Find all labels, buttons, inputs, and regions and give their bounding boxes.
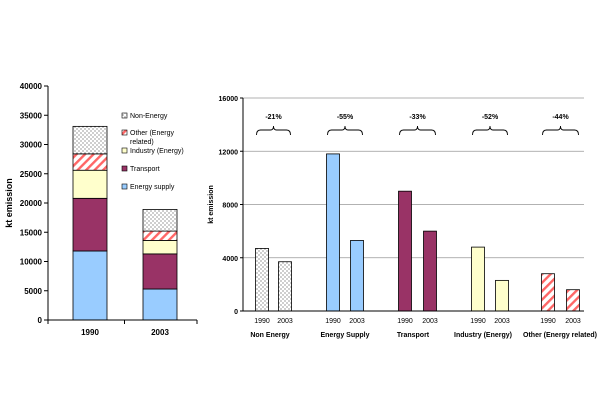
right-year-label: 2003 [422, 318, 438, 325]
left-y-tick-label: 20000 [20, 199, 43, 208]
change-brace-transport [399, 125, 436, 136]
right-year-label: 1990 [470, 318, 486, 325]
right-year-label: 2003 [565, 318, 581, 325]
right-category-label-other: Other (Energy related) [523, 332, 597, 339]
grouped-bar-industry-2003 [495, 279, 509, 312]
right-category-label-transport: Transport [397, 332, 430, 339]
legend-swatch-industry [121, 147, 128, 154]
left-y-tick-label: 15000 [20, 228, 43, 237]
right-y-ticks: 0 4000 8000 12000 16000 [219, 96, 243, 316]
grouped-bar-transport-2003 [423, 230, 437, 312]
left-y-tick-label: 0 [38, 316, 43, 325]
left-y-tick-label: 35000 [20, 111, 43, 120]
change-brace-other [542, 125, 579, 136]
right-y-axis-title: kt emission [208, 185, 215, 224]
right-year-label: 2003 [494, 318, 510, 325]
grouped-bar-energy-2003 [350, 240, 364, 312]
stacked-bar-segment-nonenergy-2003 [142, 209, 178, 232]
right-x-labels: 1990 2003 Non Energy 1990 2003 Energy Supply 1… [250, 318, 597, 339]
stacked-bar-segment-transport-2003 [142, 253, 178, 290]
right-gridlines [243, 97, 584, 259]
legend-swatch-transport [121, 165, 128, 172]
left-y-ticks: 0 5000 10000 15000 20000 25000 30000 35000 40000 [20, 82, 48, 325]
right-year-label: 2003 [349, 318, 365, 325]
stacked-bar-segment-transport-1990 [72, 197, 108, 252]
left-y-axis-title: kt emission [4, 178, 14, 228]
change-label-nonenergy: -21% [265, 114, 282, 121]
stacked-bar-segment-other-1990 [72, 153, 108, 171]
left-x-tick-label: 2003 [151, 328, 169, 337]
change-label-other: -44% [552, 114, 569, 121]
right-change-annotations: -21% -55% -33% -52% -44% [256, 114, 579, 136]
left-x-tick-label: 1990 [81, 328, 99, 337]
legend-label-nonenergy: Non-Energy [130, 113, 168, 120]
legend-swatch-nonenergy [121, 112, 128, 119]
right-category-label-energy: Energy Supply [320, 332, 369, 339]
right-y-tick-label: 4000 [222, 256, 238, 263]
grouped-bar-chart: kt emission 0 4000 8000 12000 16000 1990 2003… [208, 96, 597, 339]
legend-label-other: Other (Energy [130, 130, 174, 137]
change-label-transport: -33% [409, 114, 426, 121]
change-label-industry: -52% [482, 114, 499, 121]
stacked-bar-segment-nonenergy-1990 [72, 125, 108, 155]
right-y-tick-label: 0 [234, 309, 238, 316]
legend-label-energy: Energy supply [130, 184, 175, 191]
right-year-label: 1990 [325, 318, 341, 325]
grouped-bar-nonenergy-2003 [278, 261, 292, 312]
right-y-tick-label: 16000 [219, 96, 239, 103]
left-y-tick-label: 40000 [20, 82, 43, 91]
right-category-label-nonenergy: Non Energy [250, 332, 289, 339]
left-y-tick-label: 25000 [20, 170, 43, 179]
right-axes [242, 98, 584, 312]
stacked-bar-segment-energy-2003 [142, 288, 178, 321]
left-legend: Non-Energy Other (Energy related) Industry … [121, 112, 184, 191]
grouped-bar-industry-1990 [471, 246, 485, 312]
right-bars [255, 153, 580, 312]
right-y-tick-label: 12000 [219, 149, 239, 156]
left-axes [47, 86, 197, 321]
stacked-bar-segment-energy-1990 [72, 250, 108, 321]
legend-label-industry: Industry (Energy) [130, 148, 184, 155]
legend-label-other-line2: related) [130, 139, 154, 146]
change-brace-industry [472, 125, 508, 136]
right-year-label: 1990 [397, 318, 413, 325]
left-x-ticks: 1990 2003 [47, 320, 198, 337]
right-year-label: 2003 [277, 318, 293, 325]
left-y-tick-label: 30000 [20, 141, 43, 150]
left-y-tick-label: 5000 [24, 287, 42, 296]
legend-swatch-other [121, 129, 128, 136]
right-category-label-industry: Industry (Energy) [454, 332, 512, 339]
right-year-label: 1990 [540, 318, 556, 325]
left-bars [72, 125, 178, 321]
change-brace-nonenergy [256, 125, 291, 136]
grouped-bar-other-2003 [566, 289, 580, 312]
grouped-bar-other-1990 [541, 273, 555, 312]
right-y-tick-label: 8000 [222, 203, 238, 210]
left-y-tick-label: 10000 [20, 258, 43, 267]
change-label-energy: -55% [337, 114, 354, 121]
right-year-label: 1990 [254, 318, 270, 325]
grouped-bar-nonenergy-1990 [255, 248, 269, 312]
grouped-bar-transport-1990 [398, 190, 412, 312]
legend-swatch-energy [121, 183, 128, 190]
stacked-bar-chart: kt emission 0 5000 10000 15000 20000 25000 300… [4, 82, 198, 337]
change-brace-energy [327, 125, 363, 136]
stacked-bar-segment-other-2003 [142, 230, 178, 241]
grouped-bar-energy-1990 [326, 153, 340, 312]
stacked-bar-segment-industry-1990 [72, 169, 108, 199]
stacked-bar-segment-industry-2003 [142, 240, 178, 255]
legend-label-transport: Transport [130, 166, 160, 173]
